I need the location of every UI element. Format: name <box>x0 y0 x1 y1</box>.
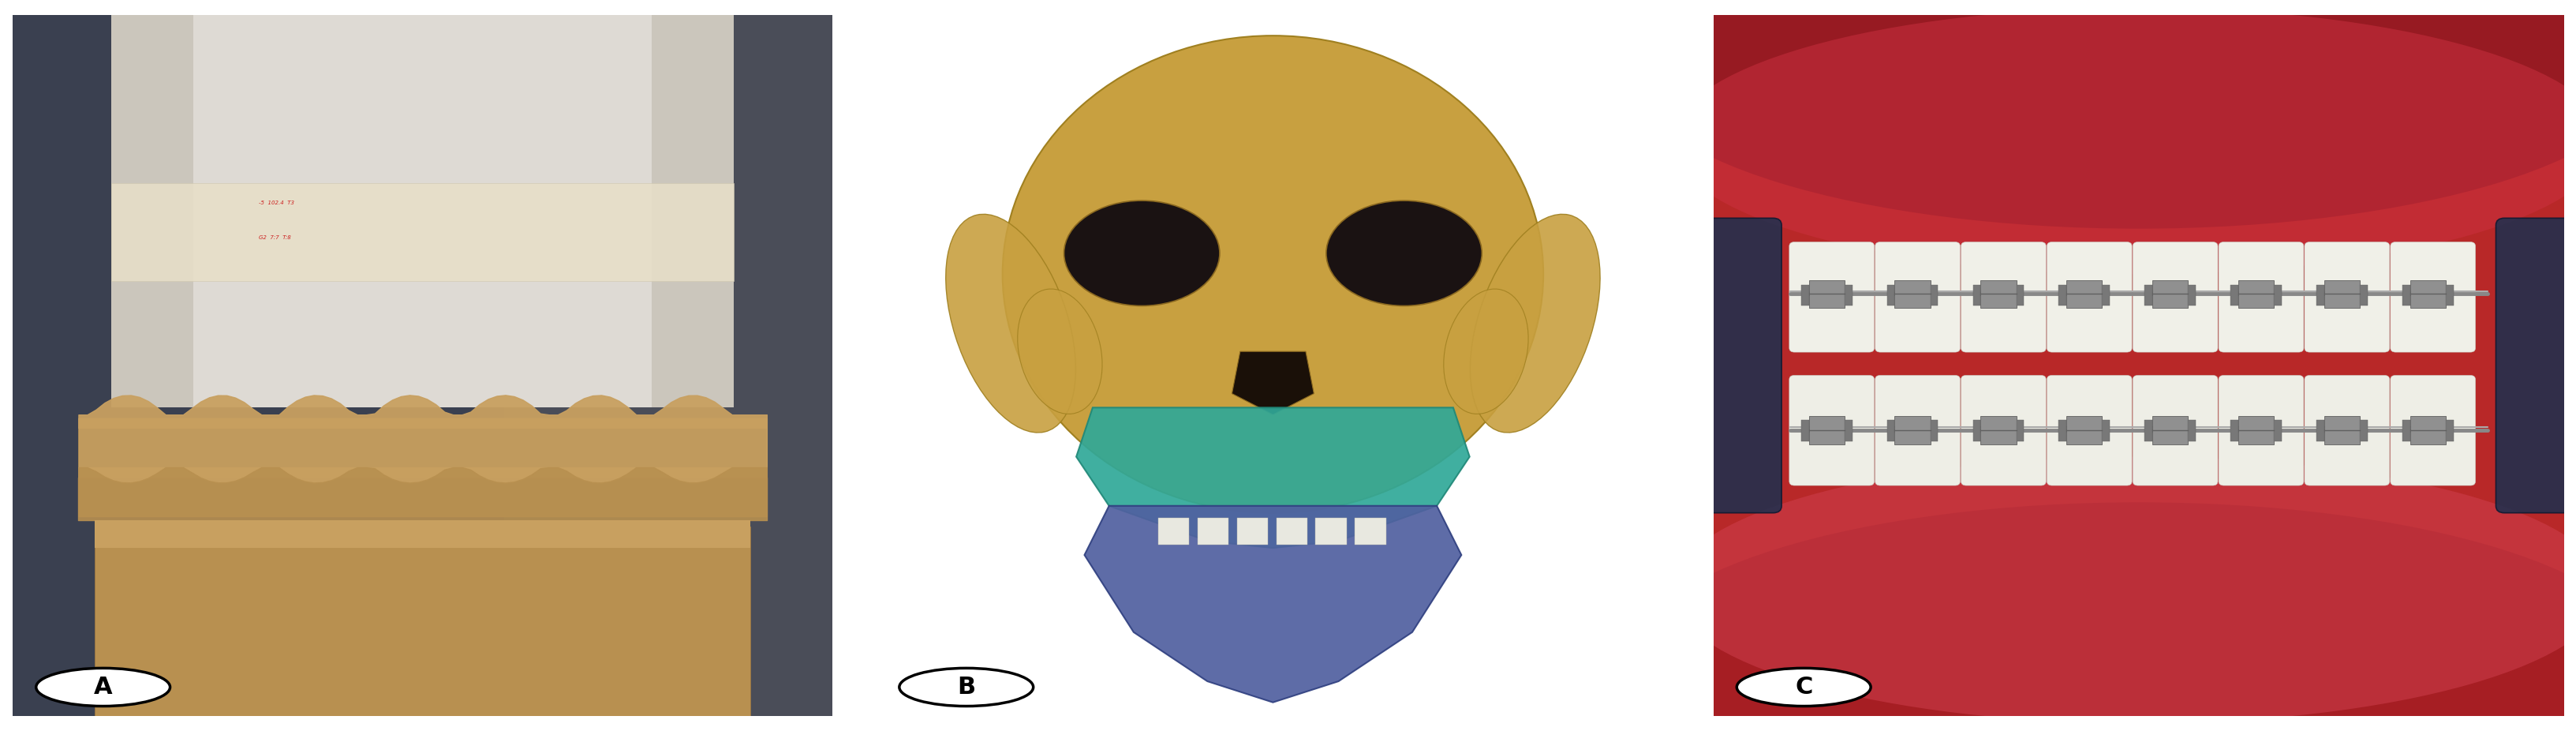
Bar <box>2324 416 2360 444</box>
Bar <box>111 15 193 408</box>
Bar <box>95 527 750 716</box>
Bar <box>2102 285 2110 306</box>
Ellipse shape <box>1628 502 2576 731</box>
Ellipse shape <box>945 214 1074 433</box>
Bar <box>1893 280 1929 308</box>
Bar <box>2151 280 2187 308</box>
Bar <box>1929 420 1937 442</box>
Polygon shape <box>1077 408 1468 548</box>
Ellipse shape <box>1002 36 1543 513</box>
Bar <box>2231 420 2239 442</box>
FancyBboxPatch shape <box>2045 375 2130 485</box>
Bar <box>2187 420 2195 442</box>
Bar <box>1801 420 1808 442</box>
FancyBboxPatch shape <box>2133 242 2218 352</box>
Ellipse shape <box>1672 457 2576 724</box>
FancyBboxPatch shape <box>2218 375 2303 485</box>
Bar <box>1886 285 1893 306</box>
Bar <box>1981 416 2014 444</box>
Text: G2  7:7  T:8: G2 7:7 T:8 <box>258 235 291 240</box>
Bar <box>2231 285 2239 306</box>
Bar <box>2058 420 2066 442</box>
FancyBboxPatch shape <box>1705 218 1780 513</box>
Polygon shape <box>1231 352 1314 414</box>
Bar <box>2316 420 2324 442</box>
Bar <box>2151 416 2187 444</box>
Bar <box>505 15 832 716</box>
Bar <box>1275 518 1306 545</box>
Bar <box>652 15 734 408</box>
Ellipse shape <box>1018 289 1103 414</box>
Bar <box>2360 285 2367 306</box>
FancyBboxPatch shape <box>1875 242 1960 352</box>
FancyBboxPatch shape <box>2045 242 2130 352</box>
FancyBboxPatch shape <box>1788 242 1873 352</box>
Bar <box>2066 416 2102 444</box>
Bar <box>1973 285 1981 306</box>
Ellipse shape <box>1327 200 1481 306</box>
Bar <box>1355 518 1386 545</box>
Ellipse shape <box>1628 0 2576 229</box>
Ellipse shape <box>1471 214 1600 433</box>
FancyBboxPatch shape <box>1960 375 2045 485</box>
Bar <box>95 520 750 548</box>
Bar <box>77 428 768 467</box>
Bar <box>2445 285 2452 306</box>
Bar <box>1929 285 1937 306</box>
FancyBboxPatch shape <box>2133 375 2218 485</box>
Bar <box>1886 420 1893 442</box>
Text: B: B <box>956 675 976 699</box>
Bar <box>2272 420 2280 442</box>
Bar <box>1844 285 1852 306</box>
Bar <box>2066 280 2102 308</box>
Bar <box>2014 420 2022 442</box>
FancyBboxPatch shape <box>2496 218 2571 513</box>
FancyBboxPatch shape <box>2391 375 2476 485</box>
FancyBboxPatch shape <box>2303 242 2388 352</box>
Bar <box>111 183 734 281</box>
Bar <box>1844 420 1852 442</box>
Bar <box>1157 518 1190 545</box>
Bar <box>1973 420 1981 442</box>
Ellipse shape <box>1443 289 1528 414</box>
Bar <box>2360 420 2367 442</box>
FancyBboxPatch shape <box>1875 375 1960 485</box>
Text: A: A <box>93 675 113 699</box>
Bar <box>2401 285 2409 306</box>
Bar <box>1981 280 2014 308</box>
Bar <box>1236 518 1267 545</box>
Bar <box>1801 285 1808 306</box>
Bar <box>2014 285 2022 306</box>
Bar <box>2272 285 2280 306</box>
Bar <box>2239 416 2272 444</box>
FancyBboxPatch shape <box>1788 375 1873 485</box>
FancyBboxPatch shape <box>1960 242 2045 352</box>
Bar <box>2409 280 2445 308</box>
FancyBboxPatch shape <box>2303 375 2388 485</box>
Ellipse shape <box>1672 7 2576 274</box>
Bar <box>1808 416 1844 444</box>
Bar <box>2058 285 2066 306</box>
Bar <box>1808 280 1844 308</box>
Bar <box>2143 285 2151 306</box>
Bar <box>2316 285 2324 306</box>
Text: -5  102.4  T3: -5 102.4 T3 <box>258 200 294 205</box>
Bar <box>1198 518 1229 545</box>
Polygon shape <box>1084 506 1461 702</box>
Bar <box>2102 420 2110 442</box>
Bar <box>1893 416 1929 444</box>
Bar <box>2401 420 2409 442</box>
Bar <box>2239 280 2272 308</box>
FancyBboxPatch shape <box>2218 242 2303 352</box>
Bar <box>1316 518 1347 545</box>
Bar <box>2409 416 2445 444</box>
Bar <box>2324 280 2360 308</box>
Bar <box>2187 285 2195 306</box>
Bar <box>2445 420 2452 442</box>
FancyBboxPatch shape <box>2391 242 2476 352</box>
Text: C: C <box>1795 675 1811 699</box>
Ellipse shape <box>1064 200 1218 306</box>
Bar <box>2143 420 2151 442</box>
Bar <box>111 15 734 408</box>
